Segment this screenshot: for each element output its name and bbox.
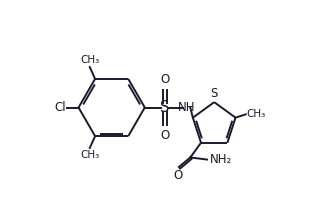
Text: NH: NH bbox=[178, 101, 195, 114]
Text: NH₂: NH₂ bbox=[210, 153, 232, 166]
Text: O: O bbox=[160, 129, 170, 142]
Text: CH₃: CH₃ bbox=[80, 55, 99, 65]
Text: S: S bbox=[211, 88, 218, 100]
Text: CH₃: CH₃ bbox=[247, 109, 266, 119]
Text: O: O bbox=[173, 169, 182, 182]
Text: O: O bbox=[160, 73, 170, 86]
Text: Cl: Cl bbox=[54, 101, 66, 114]
Text: CH₃: CH₃ bbox=[80, 150, 99, 160]
Text: S: S bbox=[160, 100, 170, 115]
